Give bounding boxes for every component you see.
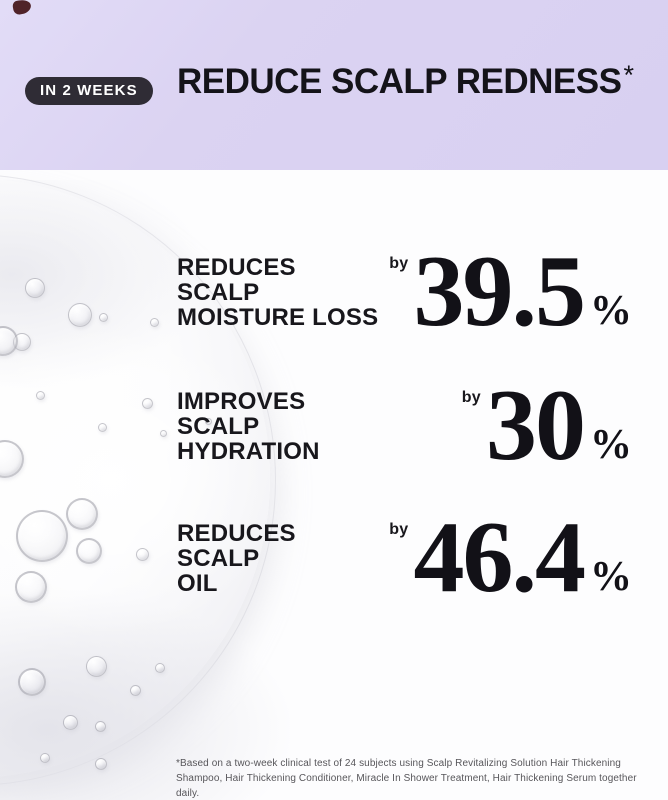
corner-splotch — [11, 0, 33, 16]
stat-label-line: REDUCES — [177, 519, 296, 547]
percent-sign: % — [590, 422, 632, 468]
bubble — [18, 668, 46, 696]
bubble — [155, 663, 165, 673]
stat-number: 39.5 — [413, 235, 586, 348]
stat-label-line: REDUCES — [177, 253, 296, 281]
bubble — [136, 548, 149, 561]
stat-number: 30 — [486, 369, 586, 482]
stat-label-line: HYDRATION — [177, 437, 320, 465]
bubble — [76, 538, 102, 564]
bubble — [36, 391, 45, 400]
bubble — [25, 278, 45, 298]
stat-label: REDUCES SCALP OIL — [177, 521, 296, 596]
headline-text: REDUCE SCALP REDNESS — [177, 62, 622, 101]
percent-sign: % — [590, 554, 632, 600]
stat-value: by 46.4 % — [389, 507, 632, 609]
percent-sign: % — [590, 288, 632, 334]
stat-label-line: OIL — [177, 569, 218, 597]
stat-prefix: by — [461, 389, 481, 406]
bubble — [86, 656, 107, 677]
stat-number: 46.4 — [413, 501, 586, 614]
bubble — [160, 430, 167, 437]
stat-prefix: by — [389, 255, 409, 272]
stat-label-line: SCALP — [177, 412, 260, 440]
header-band: IN 2 WEEKS REDUCE SCALP REDNESS* — [0, 0, 668, 170]
stat-row-moisture-loss: REDUCES SCALP MOISTURE LOSS by 39.5 % — [177, 239, 632, 345]
stat-label: REDUCES SCALP MOISTURE LOSS — [177, 255, 378, 330]
stat-value: by 30 % — [462, 375, 632, 477]
bubble — [99, 313, 108, 322]
bubble — [68, 303, 92, 327]
stat-label-line: IMPROVES — [177, 387, 306, 415]
bubble — [98, 423, 107, 432]
bubble — [142, 398, 153, 409]
stat-row-oil: REDUCES SCALP OIL by 46.4 % — [177, 505, 632, 611]
bubble — [130, 685, 141, 696]
bubble — [63, 715, 78, 730]
stat-label-line: MOISTURE LOSS — [177, 303, 379, 331]
disclaimer: *Based on a two-week clinical test of 24… — [176, 758, 637, 799]
bubble — [16, 510, 68, 562]
bubble — [66, 498, 98, 530]
bubble — [150, 318, 159, 327]
gel-highlight — [0, 320, 290, 640]
headline: REDUCE SCALP REDNESS* — [177, 60, 634, 102]
bubble — [95, 758, 107, 770]
bubble — [15, 571, 47, 603]
duration-badge: IN 2 WEEKS — [25, 77, 153, 105]
stat-label: IMPROVES SCALP HYDRATION — [177, 389, 320, 464]
stat-label-line: SCALP — [177, 544, 260, 572]
bubble — [40, 753, 50, 763]
stat-value: by 39.5 % — [389, 241, 632, 343]
headline-asterisk: * — [623, 60, 634, 90]
bubble — [205, 418, 212, 425]
bubble — [95, 721, 106, 732]
stat-row-hydration: IMPROVES SCALP HYDRATION by 30 % — [177, 373, 632, 479]
stat-prefix: by — [389, 521, 409, 538]
stat-label-line: SCALP — [177, 278, 260, 306]
